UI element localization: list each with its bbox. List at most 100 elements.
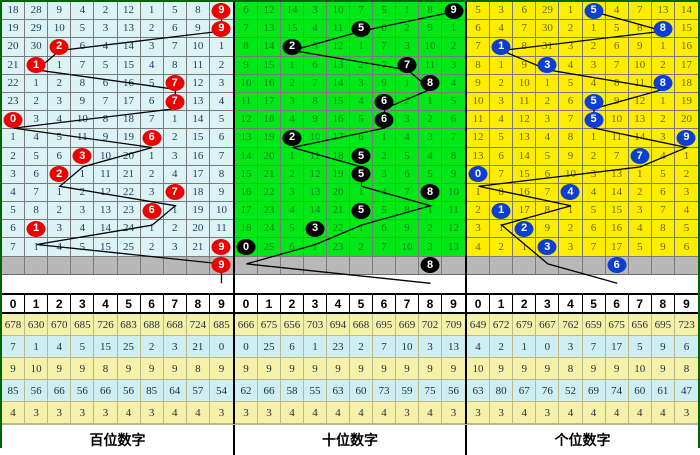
digit-header-cell[interactable]: 3: [71, 295, 95, 314]
grid-cell: 2: [71, 183, 95, 203]
digit-header-cell[interactable]: 5: [350, 295, 373, 314]
drawn-number-ball[interactable]: 3: [537, 239, 557, 256]
drawn-number-ball[interactable]: 3: [305, 220, 325, 237]
digit-header-cell[interactable]: 6: [140, 295, 164, 314]
drawn-number-ball[interactable]: 7: [397, 57, 417, 74]
drawn-number-ball[interactable]: 8: [420, 184, 440, 201]
drawn-number-ball[interactable]: 5: [584, 2, 604, 19]
digit-header-cell[interactable]: 3: [536, 295, 560, 314]
grid-cell: 21: [117, 165, 141, 184]
grid-cell-gray: [117, 256, 141, 275]
digit-header-cell[interactable]: 0: [2, 295, 26, 314]
digit-header-cell[interactable]: 2: [513, 295, 537, 314]
footer-label-hundreds: 百位数字: [2, 425, 235, 455]
drawn-number-ball[interactable]: 9: [676, 129, 696, 146]
grid-cell: 5: [163, 2, 187, 21]
drawn-number-ball[interactable]: 9: [211, 239, 231, 256]
digit-header-cell[interactable]: 4: [327, 295, 350, 314]
drawn-number-ball[interactable]: 0: [468, 166, 488, 183]
drawn-number-ball[interactable]: 2: [282, 38, 302, 55]
drawn-number-ball[interactable]: 9: [211, 20, 231, 37]
stat-cell: 2: [350, 336, 373, 358]
digit-header-cell[interactable]: 0: [467, 295, 491, 314]
drawn-number-ball[interactable]: 8: [653, 20, 673, 37]
drawn-number-ball[interactable]: 5: [351, 148, 371, 165]
digit-header-cell[interactable]: 0: [235, 295, 258, 314]
grid-cell: 4: [536, 129, 560, 148]
drawn-number-ball[interactable]: 9: [211, 257, 231, 274]
drawn-number-ball[interactable]: 6: [142, 129, 162, 146]
drawn-number-ball[interactable]: 4: [560, 184, 580, 201]
drawn-number-ball[interactable]: 8: [420, 75, 440, 92]
grid-cell: 6: [490, 147, 514, 166]
digit-header-cell[interactable]: 1: [25, 295, 49, 314]
grid-cell: 9: [373, 74, 396, 93]
drawn-number-ball[interactable]: 2: [49, 166, 69, 183]
drawn-number-ball[interactable]: 1: [491, 38, 511, 55]
digit-header-cell[interactable]: 7: [628, 295, 652, 314]
drawn-number-ball[interactable]: 6: [142, 202, 162, 219]
drawn-number-ball[interactable]: 5: [351, 20, 371, 37]
digit-header-cell[interactable]: 8: [186, 295, 210, 314]
drawn-number-ball[interactable]: 5: [584, 111, 604, 128]
drawn-number-ball[interactable]: 3: [72, 148, 92, 165]
digit-header-cell[interactable]: 6: [605, 295, 629, 314]
drawn-number-ball[interactable]: 5: [584, 93, 604, 110]
digit-header-cell[interactable]: 3: [304, 295, 327, 314]
digit-header-cell[interactable]: 5: [117, 295, 141, 314]
drawn-number-ball[interactable]: 8: [653, 75, 673, 92]
drawn-number-ball[interactable]: 9: [211, 2, 231, 19]
digit-header-cell[interactable]: 1: [258, 295, 281, 314]
drawn-number-ball[interactable]: 1: [26, 220, 46, 237]
stat-cell: 724: [186, 314, 210, 336]
drawn-number-ball[interactable]: 9: [444, 2, 463, 19]
drawn-number-ball[interactable]: 2: [514, 220, 534, 237]
drawn-number-ball[interactable]: 5: [351, 166, 371, 183]
drawn-number-ball[interactable]: 6: [374, 93, 394, 110]
drawn-number-ball[interactable]: 2: [282, 129, 302, 146]
digit-header-cell[interactable]: 9: [674, 295, 698, 314]
digit-header-cell[interactable]: 9: [209, 295, 233, 314]
stat-cell: 9: [48, 358, 72, 380]
stat-cell: 63: [467, 380, 491, 402]
digit-header-cell[interactable]: 2: [48, 295, 72, 314]
digit-header-cell[interactable]: 4: [94, 295, 118, 314]
drawn-number-ball[interactable]: 3: [537, 57, 557, 74]
digit-header-cell[interactable]: 7: [396, 295, 419, 314]
drawn-number-ball[interactable]: 8: [420, 257, 440, 274]
drawn-number-ball[interactable]: 7: [165, 93, 185, 110]
digit-header-cell[interactable]: 2: [281, 295, 304, 314]
drawn-number-ball[interactable]: 1: [491, 202, 511, 219]
grid-cell: 17: [674, 56, 698, 75]
drawn-number-ball[interactable]: 5: [351, 202, 371, 219]
drawn-number-ball[interactable]: 7: [165, 75, 185, 92]
drawn-number-ball[interactable]: 6: [607, 257, 627, 274]
digit-header-cell[interactable]: 8: [419, 295, 442, 314]
digit-header-cell[interactable]: 8: [651, 295, 675, 314]
grid-cell: 5: [48, 129, 72, 148]
grid-cell: 5: [304, 38, 327, 57]
digit-header-cell[interactable]: 4: [559, 295, 583, 314]
digit-header-cell[interactable]: 1: [490, 295, 514, 314]
digit-header-cell[interactable]: 6: [373, 295, 396, 314]
grid-cell: 7: [163, 74, 187, 93]
drawn-number-ball[interactable]: 7: [165, 184, 185, 201]
grid-cell: 14: [186, 111, 210, 130]
drawn-number-ball[interactable]: 6: [374, 111, 394, 128]
grid-cell: 9: [419, 20, 442, 39]
grid-cell: 1: [490, 56, 514, 75]
digit-header-cell[interactable]: 5: [582, 295, 606, 314]
drawn-number-ball[interactable]: 2: [49, 38, 69, 55]
digit-header-cell[interactable]: 9: [442, 295, 465, 314]
grid-cell: 10: [605, 111, 629, 130]
grid-cell: 1: [140, 147, 164, 166]
drawn-number-ball[interactable]: 0: [236, 239, 256, 256]
digit-header-cell[interactable]: 7: [163, 295, 187, 314]
grid-cell: 8: [25, 202, 49, 221]
drawn-number-ball[interactable]: 0: [3, 111, 23, 128]
grid-cell-gray: [186, 256, 210, 275]
drawn-number-ball[interactable]: 7: [630, 148, 650, 165]
drawn-number-ball[interactable]: 1: [26, 57, 46, 74]
grid-cell: 3: [396, 111, 419, 130]
